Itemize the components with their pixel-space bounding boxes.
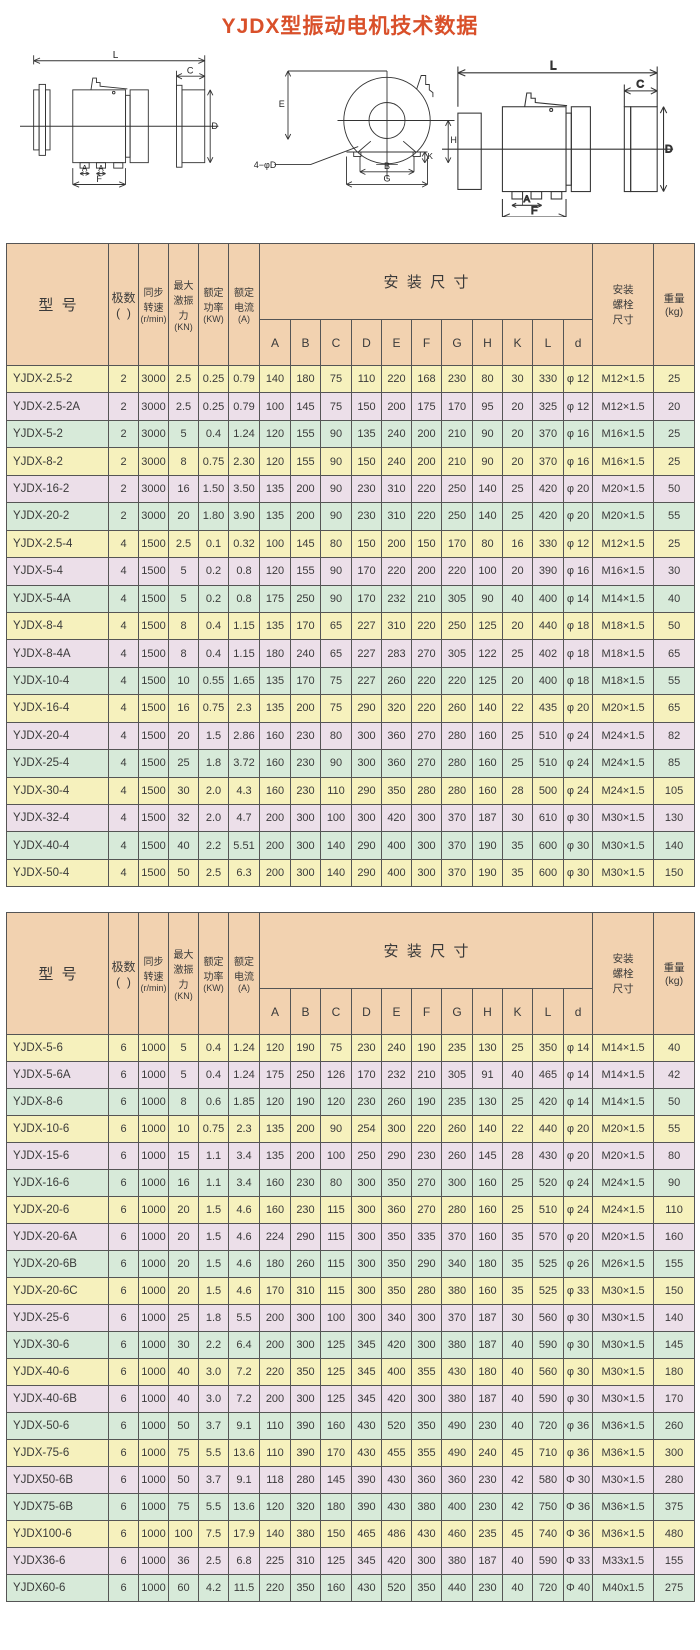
svg-text:A: A: [82, 164, 88, 173]
svg-text:K: K: [427, 152, 433, 161]
svg-text:F: F: [531, 205, 538, 217]
svg-text:L: L: [113, 50, 119, 61]
svg-text:A: A: [524, 194, 531, 205]
svg-text:G: G: [383, 174, 390, 184]
svg-text:C: C: [636, 79, 644, 91]
svg-text:E: E: [279, 99, 285, 109]
svg-text:D: D: [665, 143, 673, 155]
svg-text:A: A: [98, 164, 104, 173]
svg-text:C: C: [187, 65, 194, 75]
svg-text:4−φD: 4−φD: [254, 160, 277, 170]
svg-text:F: F: [96, 174, 102, 184]
svg-text:D: D: [211, 121, 218, 131]
svg-text:H: H: [450, 135, 457, 145]
svg-text:B: B: [384, 161, 390, 171]
svg-text:L: L: [550, 60, 557, 73]
